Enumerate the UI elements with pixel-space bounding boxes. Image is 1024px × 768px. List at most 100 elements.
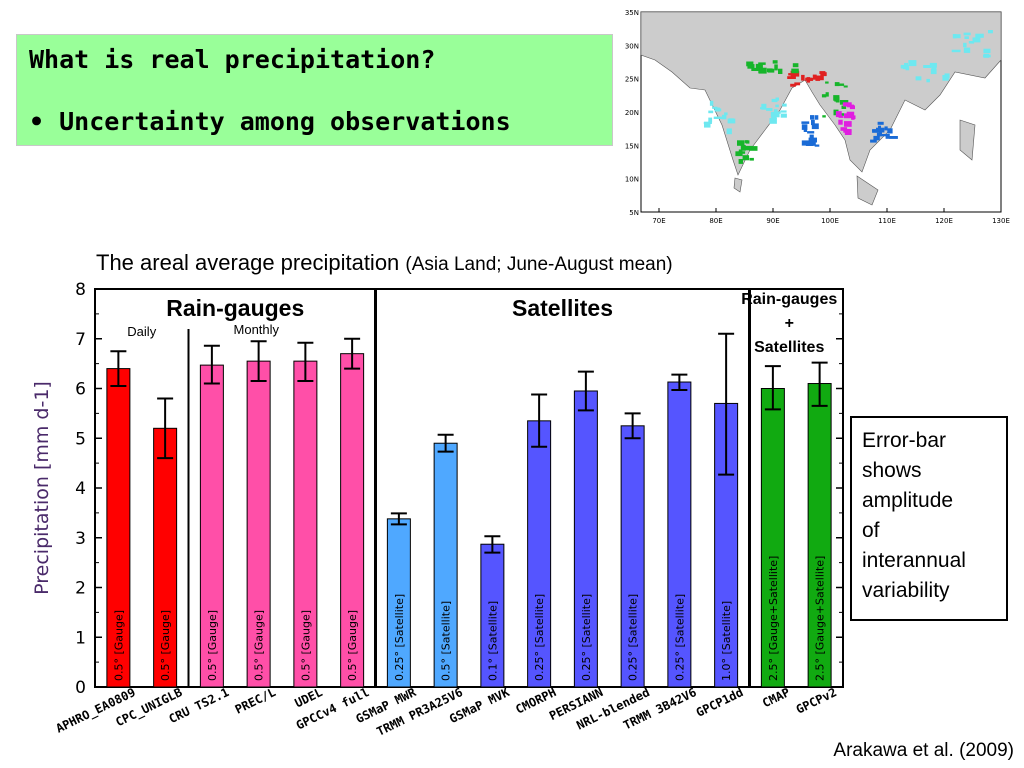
- precip-patch: [873, 135, 880, 141]
- precip-patch: [751, 67, 760, 71]
- precip-patch: [749, 146, 758, 151]
- precip-patch: [801, 74, 805, 81]
- sublabel-daily: Daily: [127, 324, 156, 339]
- y-tick-label: 7: [75, 330, 86, 350]
- map-lat-label: 15N: [625, 142, 639, 150]
- x-tick-label: GPCP1dd: [694, 685, 746, 720]
- precip-patch: [761, 103, 767, 110]
- note-line: of: [862, 519, 880, 542]
- bar-resolution-label: 0.25° [Satellite]: [580, 594, 593, 681]
- map-lat-label: 30N: [625, 42, 639, 50]
- map-lat-label: 5N: [629, 209, 639, 217]
- y-axis: 0 1 2 3 4 5 6 7 8 Precipitation [mm d-1]: [31, 280, 843, 698]
- precip-patch: [842, 102, 852, 107]
- bar-resolution-label: 2.5° [Gauge+Satellite]: [814, 556, 827, 681]
- bar-resolution-label: 0.5° [Gauge]: [206, 610, 219, 681]
- slide-title: What is real precipitation?: [29, 45, 436, 74]
- precip-patch: [930, 68, 937, 75]
- precip-patch: [794, 82, 801, 86]
- group-label-rain-gauges: Rain-gauges: [166, 295, 304, 321]
- precip-patch: [792, 63, 799, 68]
- precip-patch: [775, 104, 779, 108]
- precip-patch: [838, 115, 844, 118]
- precip-patch: [745, 140, 750, 144]
- precip-patch: [740, 145, 746, 151]
- precip-patch: [787, 76, 796, 79]
- precip-patch: [915, 76, 922, 81]
- note-line: shows: [862, 459, 922, 482]
- chart-heading-sub: (Asia Land; June-August mean): [405, 254, 673, 275]
- precip-patch: [876, 127, 885, 133]
- precip-patch: [771, 98, 778, 103]
- precip-patch: [889, 136, 898, 139]
- bar-resolution-label: 0.5° [Gauge]: [299, 610, 312, 681]
- precip-patch: [758, 67, 767, 74]
- precip-patch: [805, 141, 814, 146]
- citation: Arakawa et al. (2009): [833, 740, 1014, 761]
- landmass: [733, 177, 743, 193]
- precip-patch: [769, 118, 777, 124]
- precip-patch: [780, 113, 787, 118]
- precip-patch: [963, 42, 967, 48]
- precip-patch: [805, 77, 813, 81]
- precip-patch: [708, 110, 714, 114]
- precip-patch: [968, 41, 975, 44]
- precip-patch: [809, 134, 814, 140]
- precip-patch: [876, 132, 881, 137]
- precip-patch: [840, 127, 848, 131]
- map-lon-label: 110E: [878, 217, 896, 225]
- precip-patch: [760, 107, 766, 110]
- y-tick-label: 0: [75, 678, 86, 698]
- precip-patch: [849, 105, 855, 110]
- precip-patch: [739, 160, 743, 163]
- precip-patch: [746, 61, 754, 67]
- precip-patch: [755, 63, 763, 69]
- precip-patch: [774, 64, 778, 71]
- x-tick-label: PREC/L: [233, 685, 278, 717]
- landmass: [856, 175, 879, 206]
- map-lon-label: 120E: [935, 217, 953, 225]
- precip-patch: [812, 74, 817, 80]
- precip-patch: [735, 151, 743, 157]
- bar-resolution-label: 0.5° [Gauge]: [112, 610, 125, 681]
- precip-patch: [851, 117, 855, 120]
- precip-patch: [884, 126, 888, 131]
- precip-patch: [963, 32, 971, 36]
- map-lat-label: 20N: [625, 109, 639, 117]
- bar-resolution-label: 0.5° [Satellite]: [440, 601, 453, 681]
- precip-patch: [722, 114, 727, 120]
- precip-patch: [726, 128, 732, 135]
- precip-patch: [811, 119, 815, 126]
- precip-patch: [878, 131, 882, 137]
- chart-heading: The areal average precipitation (Asia La…: [96, 250, 673, 276]
- note-line: amplitude: [862, 489, 954, 512]
- precip-patch: [929, 62, 937, 68]
- bar-resolution-label: 0.25° [Satellite]: [673, 594, 686, 681]
- precip-patch: [841, 105, 847, 109]
- precip-patch: [708, 117, 713, 123]
- map-lon-label: 80E: [709, 217, 722, 225]
- precip-patch: [944, 73, 950, 79]
- map-lat-label: 35N: [625, 9, 639, 17]
- bar-resolution-label: 0.5° [Gauge]: [159, 610, 172, 681]
- x-tick-label: CMAP: [760, 685, 792, 710]
- title-box: What is real precipitation? • Uncertaint…: [16, 34, 613, 146]
- group-label-merged-line: Satellites: [754, 339, 824, 356]
- bar-resolution-label: 0.25° [Satellite]: [533, 594, 546, 681]
- map-axes: 35N 30N 25N 20N 15N 10N 5N 70E 80E 90E 100E 110E 120…: [625, 9, 1010, 225]
- precip-patch: [983, 48, 991, 54]
- precip-patch: [704, 121, 711, 128]
- precip-patch: [844, 129, 852, 135]
- precip-patch: [814, 144, 820, 147]
- precip-patch: [742, 155, 750, 161]
- precip-patch: [749, 157, 754, 161]
- bar-resolution-label: 0.25° [Satellite]: [393, 594, 406, 681]
- precip-patch: [790, 70, 800, 77]
- chart-heading-main: The areal average precipitation: [96, 250, 400, 275]
- precip-patch: [758, 62, 766, 65]
- slide-bullet: • Uncertainty among observations: [29, 107, 511, 136]
- precip-patch: [780, 110, 787, 113]
- bar-resolution-label: 0.1° [Satellite]: [486, 601, 499, 681]
- precip-patch: [808, 137, 817, 143]
- precip-patch: [952, 34, 957, 39]
